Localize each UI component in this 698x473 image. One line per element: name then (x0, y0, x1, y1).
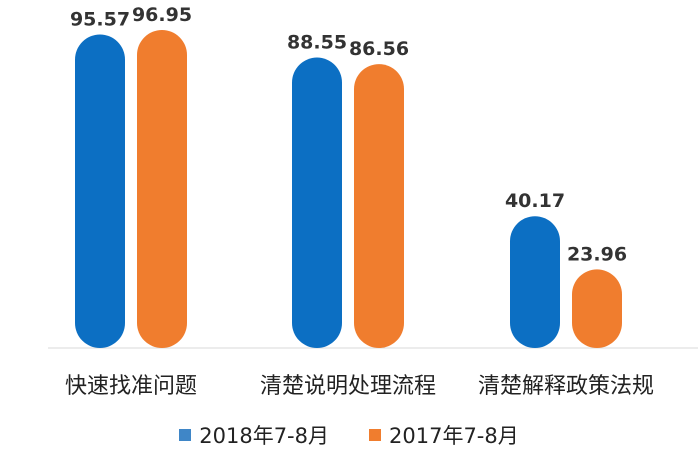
legend-label-series-2: 2017年7-8月 (389, 424, 519, 448)
value-label-series-1-cat-3: 40.17 (505, 190, 565, 212)
legend: 2018年7-8月 2017年7-8月 (0, 420, 698, 450)
bar-series-2-cat-2 (354, 64, 404, 349)
bar-series-1-cat-1 (75, 34, 125, 349)
legend-swatch-series-1 (179, 429, 192, 441)
legend-item-series-2: 2017年7-8月 (369, 420, 519, 450)
legend-swatch-series-2 (369, 429, 381, 441)
value-label-series-1-cat-2: 88.55 (287, 32, 347, 54)
legend-item-series-1: 2018年7-8月 (179, 420, 329, 450)
bar-series-1-cat-3 (510, 216, 560, 348)
bar-series-1-cat-2 (292, 57, 342, 348)
bar-series-2-cat-3 (572, 269, 622, 348)
category-label-1: 快速找准问题 (65, 374, 197, 399)
value-label-series-2-cat-2: 86.56 (349, 38, 409, 60)
bars-group (75, 30, 622, 349)
legend-label-series-1: 2018年7-8月 (199, 424, 329, 448)
value-label-series-2-cat-1: 96.95 (132, 4, 192, 26)
value-label-series-1-cat-1: 95.57 (70, 9, 130, 31)
bar-series-2-cat-1 (137, 30, 187, 349)
value-label-series-2-cat-3: 23.96 (567, 243, 627, 265)
value-labels-group: 95.57 96.95 88.55 86.56 40.17 23.96 (70, 4, 627, 265)
category-label-2: 清楚说明处理流程 (260, 374, 436, 399)
category-label-3: 清楚解释政策法规 (478, 374, 654, 399)
category-labels-group: 快速找准问题 清楚说明处理流程 清楚解释政策法规 (65, 374, 654, 399)
